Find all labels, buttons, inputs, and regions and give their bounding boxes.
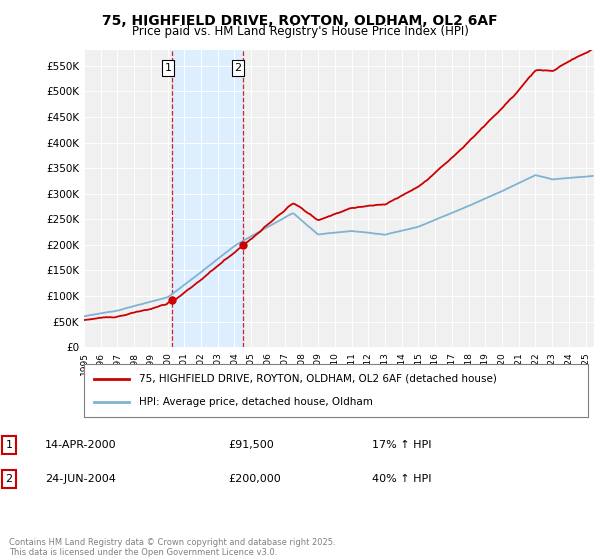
Text: £91,500: £91,500 (228, 440, 274, 450)
Bar (172, 50, 242, 347)
Text: 75, HIGHFIELD DRIVE, ROYTON, OLDHAM, OL2 6AF: 75, HIGHFIELD DRIVE, ROYTON, OLDHAM, OL2… (102, 14, 498, 28)
Text: HPI: Average price, detached house, Oldham: HPI: Average price, detached house, Oldh… (139, 397, 373, 407)
Text: 2: 2 (5, 474, 13, 484)
Text: 75, HIGHFIELD DRIVE, ROYTON, OLDHAM, OL2 6AF (detached house): 75, HIGHFIELD DRIVE, ROYTON, OLDHAM, OL2… (139, 374, 497, 384)
Text: 24-JUN-2004: 24-JUN-2004 (45, 474, 116, 484)
Text: 17% ↑ HPI: 17% ↑ HPI (372, 440, 431, 450)
Text: 40% ↑ HPI: 40% ↑ HPI (372, 474, 431, 484)
Text: £200,000: £200,000 (228, 474, 281, 484)
Text: Price paid vs. HM Land Registry's House Price Index (HPI): Price paid vs. HM Land Registry's House … (131, 25, 469, 38)
Text: 1: 1 (164, 63, 172, 73)
Text: 14-APR-2000: 14-APR-2000 (45, 440, 116, 450)
Text: 1: 1 (5, 440, 13, 450)
Text: Contains HM Land Registry data © Crown copyright and database right 2025.
This d: Contains HM Land Registry data © Crown c… (9, 538, 335, 557)
Text: 2: 2 (235, 63, 242, 73)
